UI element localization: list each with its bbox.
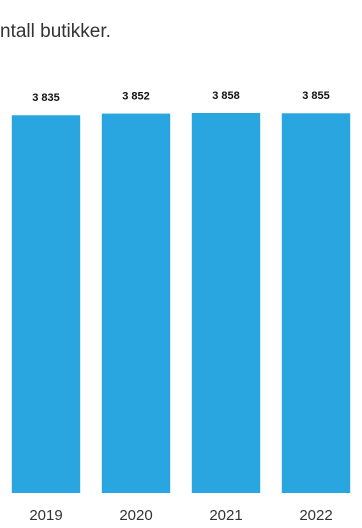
bar: [101, 113, 171, 493]
bar: [11, 115, 81, 493]
x-tick-label: 2021: [209, 507, 242, 524]
value-label: 3 852: [122, 90, 150, 102]
x-tick-label: 2022: [299, 507, 332, 524]
chart-subtitle: ntall butikker.: [0, 21, 111, 42]
value-label: 3 858: [212, 90, 240, 102]
x-tick-label: 2019: [29, 507, 62, 524]
bar: [191, 112, 261, 493]
x-tick-label: 2020: [119, 507, 152, 524]
value-label: 3 855: [302, 90, 330, 102]
bar: [281, 113, 351, 493]
value-label: 3 835: [32, 92, 60, 104]
